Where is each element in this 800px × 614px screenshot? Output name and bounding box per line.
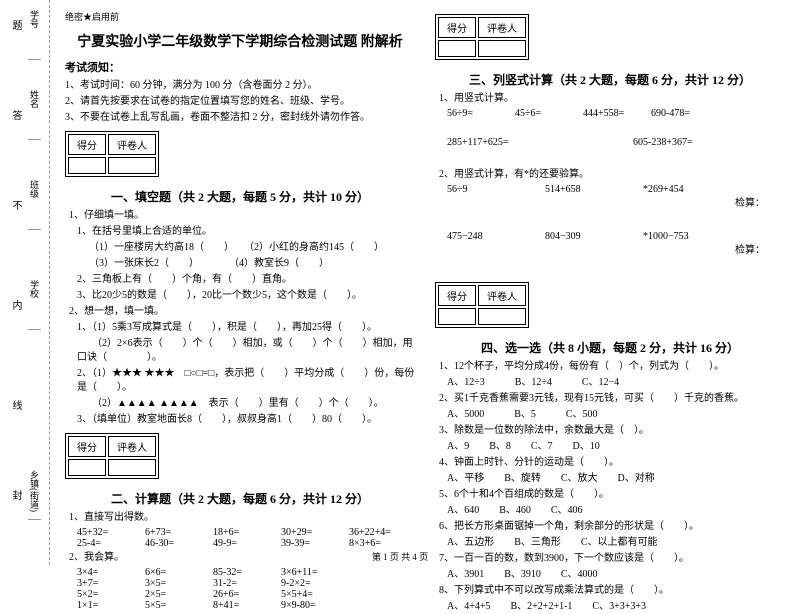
field-school: 学校 [28,280,41,330]
notice-header: 考试须知： [65,59,415,75]
field-name: 姓名 [28,90,41,140]
s4q8: 8、下列算式中不可以改写成乘法算式的是（ ）。 [439,584,785,598]
marker-col: 评卷人 [108,436,156,457]
q1a: 1、在括号里填上合适的单位。 [77,225,415,239]
section4-header: 四、选一选（共 8 小题，每题 2 分，共计 16 分） [435,339,785,356]
score-col: 得分 [438,285,476,306]
notice-item: 3、不要在试卷上乱写乱画，卷面不整洁扣 2 分，密封线外请勿作答。 [65,111,415,124]
calc-row: 5×2=2×5=26+6=5×5+4= [77,589,415,600]
marker-col: 评卷人 [108,134,156,155]
s4q5: 5、6个十和4个百组成的数是（ ）。 [439,488,785,502]
verify: 检算： [439,244,765,258]
calc-row: 45+32=6+73=18+6=30+29=36+22+4= [77,527,415,538]
score-col: 得分 [68,436,106,457]
calc-row: 475−248804−309*1000−753 [447,231,785,242]
q1b: 2、三角板上有（ ）个角，有（ ）直角。 [77,273,415,287]
s4q3: 3、除数是一位数的除法中，余数最大是（ ）。 [439,424,785,438]
binding-text: 答 [8,110,23,120]
notice-item: 2、请首先按要求在试卷的指定位置填写您的姓名、班级、学号。 [65,95,415,108]
s4q5o: A、640 B、460 C、406 [447,504,785,518]
calc-row: 56÷9=45÷6=444+558=690-478= [447,108,785,119]
s4q1o: A、12÷3 B、12÷4 C、12−4 [447,376,785,390]
s4q4: 4、钟面上时针、分针的运动是（ ）。 [439,456,785,470]
calc-row: 3×4=6×6=85-32=3×6+11= [77,567,415,578]
binding-text: 封 [8,490,23,500]
marker-col: 评卷人 [478,17,526,38]
section2-header: 二、计算题（共 2 大题，每题 6 分，共计 12 分） [65,490,415,507]
section1-header: 一、填空题（共 2 大题，每题 5 分，共计 10 分） [65,188,415,205]
s2q1: 1、直接写出得数。 [69,511,415,525]
s3q1: 1、用竖式计算。 [439,92,785,106]
exam-title: 宁夏实验小学二年级数学下学期综合检测试题 附解析 [65,31,415,51]
s4q1: 1、12个杯子，平均分成4份，每份有（ ）个，列式为（ ）。 [439,360,785,374]
s4q3o: A、9 B、8 C、7 D、10 [447,440,785,454]
marker-col: 评卷人 [478,285,526,306]
score-box: 得分 评卷人 [435,14,529,60]
q2a2: （2）2×6表示（ ）个（ ）相加，或（ ）个（ ）相加，用口诀（ ）。 [77,337,415,365]
q1c: 3、比20少5的数是（ ），20比一个数少5，这个数是（ ）。 [77,289,415,303]
field-id: 学号 [28,10,41,60]
s3q2: 2、用竖式计算，有*的还要验算。 [439,168,785,182]
score-col: 得分 [68,134,106,155]
binding-margin: 题 学号 答 姓名 不 班级 内 学校 线 封 乡镇(街道) [0,0,50,565]
q1: 1、仔细填一填。 [69,209,415,223]
q2: 2、想一想，填一填。 [69,305,415,319]
column-left: 绝密★启用前 宁夏实验小学二年级数学下学期综合检测试题 附解析 考试须知： 1、… [65,10,415,560]
calc-row: 3+7=3×5=31-2=9-2×2= [77,578,415,589]
secret-label: 绝密★启用前 [65,10,415,23]
s4q8o: A、4+4+5 B、2+2+2+1-1 C、3+3+3+3 [447,600,785,614]
score-box: 得分 评卷人 [65,131,159,177]
score-box: 得分 评卷人 [65,433,159,479]
field-class: 班级 [28,180,41,230]
section3-header: 三、列竖式计算（共 2 大题，每题 6 分，共计 12 分） [435,71,785,88]
q2b: 2、（1）★★★ ★★★ □○□=□，表示把（ ）平均分成（ ）份，每份是（ ）… [77,367,415,395]
score-box: 得分 评卷人 [435,282,529,328]
s4q7o: A、3901 B、3910 C、4000 [447,568,785,582]
page-footer: 第 1 页 共 4 页 [0,550,800,563]
s4q2: 2、买1千克香蕉需要3元钱，现有15元钱，可买（ ）千克的香蕉。 [439,392,785,406]
binding-text: 题 [8,20,23,30]
s4q4o: A、平移 B、旋转 C、放大 D、对称 [447,472,785,486]
score-col: 得分 [438,17,476,38]
column-right: 得分 评卷人 三、列竖式计算（共 2 大题，每题 6 分，共计 12 分） 1、… [435,10,785,560]
s4q6o: A、五边形 B、三角形 C、以上都有可能 [447,536,785,550]
calc-row: 285+117+625=605-238+367= [447,137,785,148]
verify: 检算： [439,197,765,211]
notice-item: 1、考试时间：60 分钟，满分为 100 分（含卷面分 2 分）。 [65,79,415,92]
q2a: 1、（1）5乘3写成算式是（ ），积是（ ），再加25得（ ）。 [77,321,415,335]
s4q6: 6、把长方形桌面锯掉一个角，剩余部分的形状是（ ）。 [439,520,785,534]
calc-row: 1×1=5×5=8+41=9×9-80= [77,600,415,611]
s4q2o: A、5000 B、5 C、500 [447,408,785,422]
q2c: 3、（填单位）教室地面长8（ ），叔叔身高1（ ）80（ ）。 [77,413,415,427]
binding-text: 不 [8,200,23,210]
binding-text: 内 [8,300,23,310]
field-town: 乡镇(街道) [28,470,41,520]
q1a2: （3）一张床长2（ ） （4）教室长9（ ） [89,257,415,271]
calc-row: 25-4=46-30=49-9=39-39=8×3+6= [77,538,415,549]
q1a1: （1）一座楼房大约高18（ ） （2）小红的身高约145（ ） [89,241,415,255]
q2b2: （2）▲▲▲▲ ▲▲▲▲ 表示（ ）里有（ ）个（ ）。 [77,397,415,411]
calc-row: 56÷9514+658*269+454 [447,184,785,195]
binding-text: 线 [8,400,23,410]
